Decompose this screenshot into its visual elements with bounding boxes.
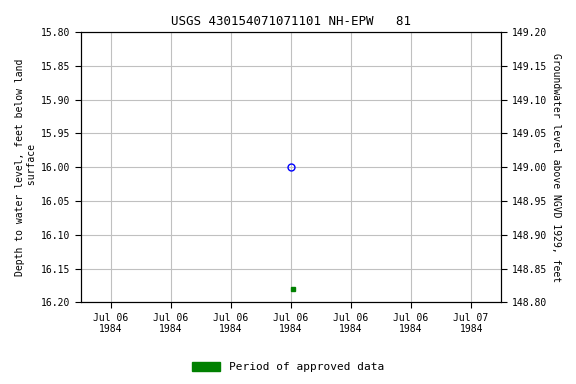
Legend: Period of approved data: Period of approved data — [188, 357, 388, 377]
Title: USGS 430154071071101 NH-EPW   81: USGS 430154071071101 NH-EPW 81 — [171, 15, 411, 28]
Y-axis label: Groundwater level above NGVD 1929, feet: Groundwater level above NGVD 1929, feet — [551, 53, 561, 282]
Y-axis label: Depth to water level, feet below land
 surface: Depth to water level, feet below land su… — [15, 58, 37, 276]
